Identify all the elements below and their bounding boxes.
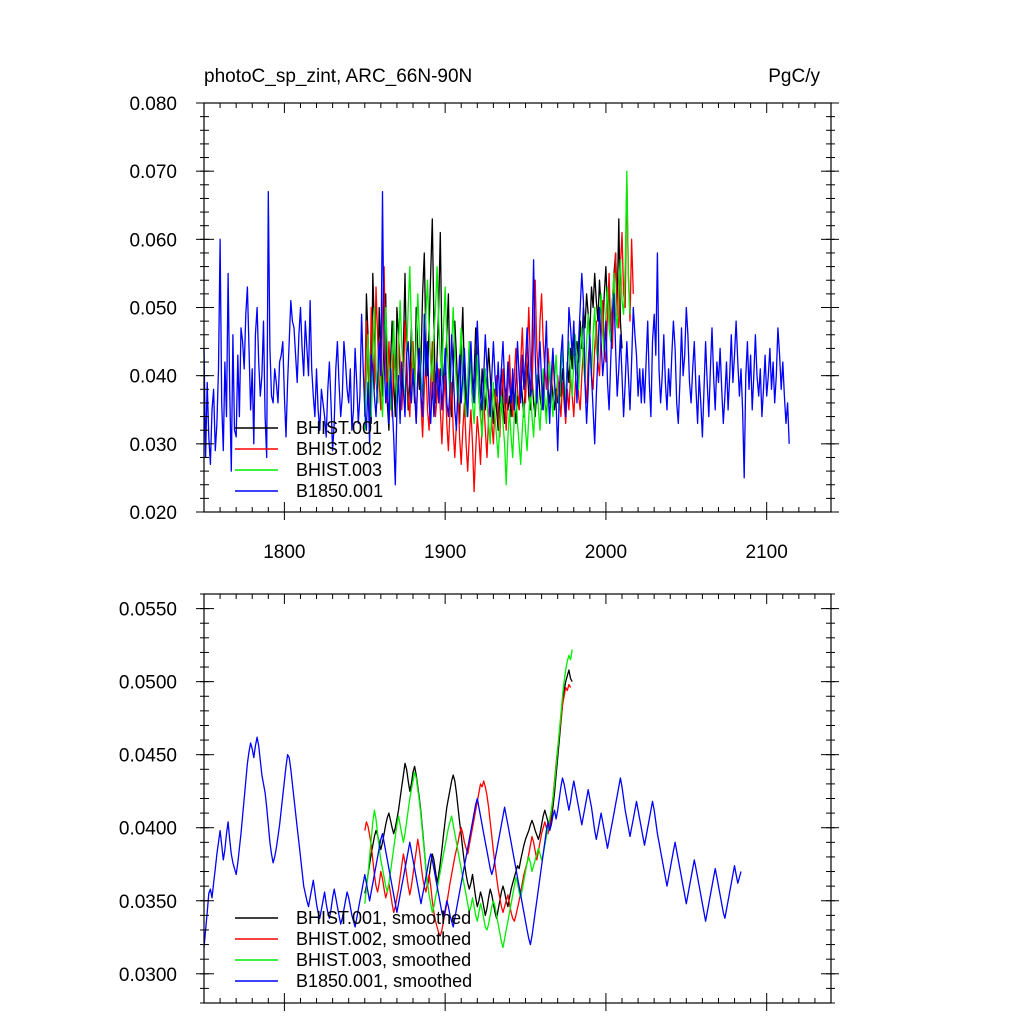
plot-frame: [203, 593, 832, 1004]
series-line-bhist-001-smoothed: [364, 669, 573, 919]
y-tick-label: 0.0550: [119, 600, 177, 621]
y-tick-label: 0.070: [129, 162, 177, 183]
y-tick-label: 0.080: [129, 94, 177, 115]
units-label: PgC/y: [768, 66, 820, 87]
series-line-b1850-001: [203, 190, 790, 486]
plot-frame: [203, 102, 832, 513]
y-tick-label: 0.040: [129, 367, 177, 388]
tick-group: 0.0300 0.0350 0.0400 0.0450 0.0500 0.0550: [119, 593, 839, 1011]
series-group: [203, 170, 790, 493]
y-tick-label: 0.0400: [119, 819, 177, 840]
legend-label: BHIST.001, smoothed: [296, 908, 471, 928]
legend-label: BHIST.003, smoothed: [296, 950, 471, 970]
x-tick-label: 1900: [424, 542, 466, 563]
y-tick-label: 0.020: [129, 503, 177, 524]
x-tick-label: 2000: [585, 542, 627, 563]
y-tick-label: 0.050: [129, 299, 177, 320]
x-tick-label: 1800: [263, 542, 305, 563]
y-tick-label: 0.030: [129, 435, 177, 456]
series-line-bhist-002-smoothed: [364, 683, 572, 937]
legend-label: BHIST.003: [296, 460, 382, 480]
legend-label: BHIST.002: [296, 439, 382, 459]
plot-title: photoC_sp_zint, ARC_66N-90N: [204, 66, 472, 87]
bottom-plot-panel: 0.0300 0.0350 0.0400 0.0450 0.0500 0.0550 BHI…: [119, 593, 839, 1011]
top-plot-panel: photoC_sp_zint, ARC_66N-90N PgC/y 1800 19…: [129, 66, 839, 563]
y-tick-label: 0.060: [129, 230, 177, 251]
series-group: [203, 649, 742, 949]
y-tick-label: 0.0300: [119, 965, 177, 986]
x-tick-label: 2100: [746, 542, 788, 563]
tick-group: 1800 1900 2000 2100 0.020 0.030 0.040 0.050 0.06…: [129, 94, 839, 563]
legend-label: B1850.001: [296, 481, 383, 501]
series-line-bhist-003-smoothed: [364, 649, 573, 949]
legend-label: BHIST.001: [296, 418, 382, 438]
series-line-bhist-003: [364, 170, 631, 486]
legend-label: BHIST.002, smoothed: [296, 929, 471, 949]
y-tick-label: 0.0350: [119, 892, 177, 913]
y-tick-label: 0.0450: [119, 746, 177, 767]
legend-label: B1850.001, smoothed: [296, 971, 472, 991]
y-tick-label: 0.0500: [119, 673, 177, 694]
series-line-b1850-001-smoothed: [203, 736, 742, 948]
